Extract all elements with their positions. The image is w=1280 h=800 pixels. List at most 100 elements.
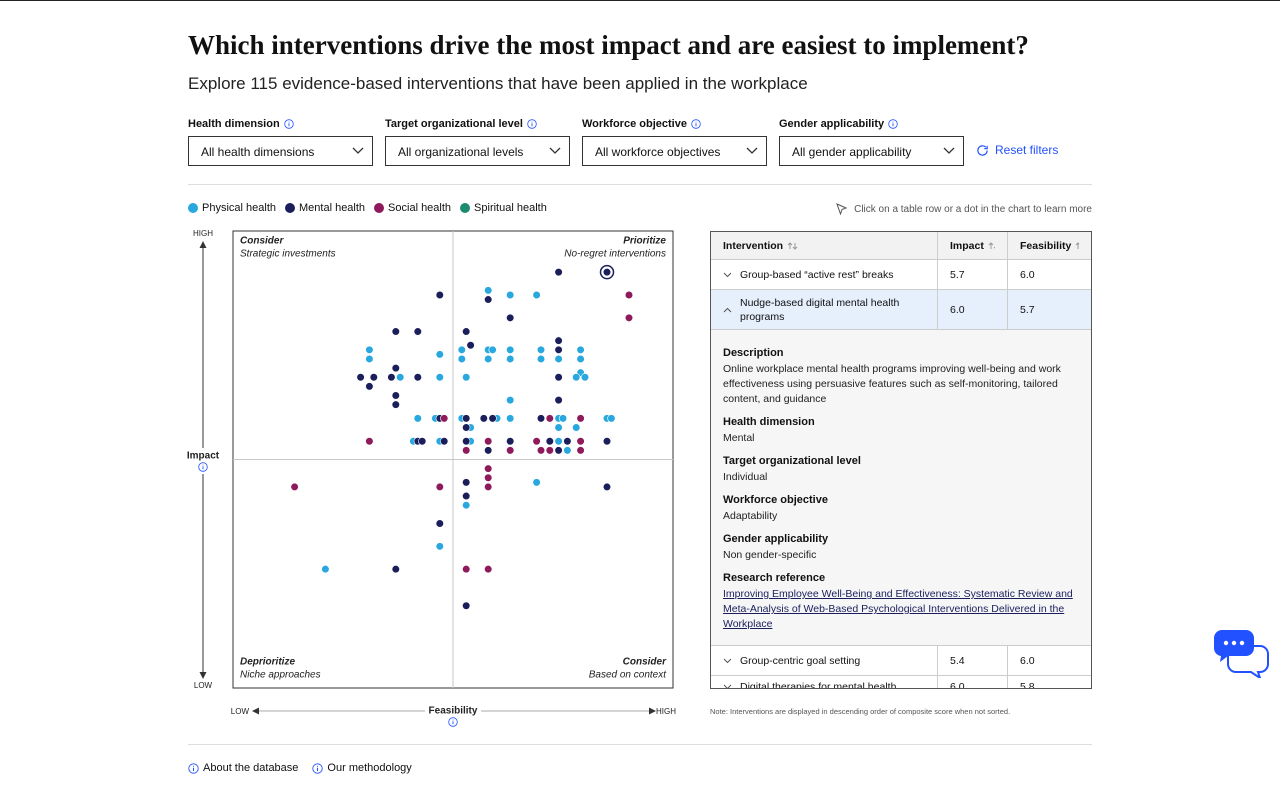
table-row-selected[interactable]: Nudge-based digital mental health progra… <box>711 290 1091 330</box>
info-icon[interactable] <box>448 717 458 727</box>
data-point[interactable] <box>479 414 488 423</box>
data-point[interactable] <box>462 446 471 455</box>
data-point[interactable] <box>413 373 422 382</box>
table-row[interactable]: Group-based “active rest” breaks 5.7 6.0 <box>711 260 1091 290</box>
data-point[interactable] <box>554 373 563 382</box>
data-point[interactable] <box>484 464 493 473</box>
data-point[interactable] <box>554 354 563 364</box>
data-point[interactable] <box>554 423 563 432</box>
data-point[interactable] <box>484 446 493 455</box>
data-point[interactable] <box>466 341 475 350</box>
column-header[interactable]: Feasibility <box>1008 232 1091 259</box>
data-point[interactable] <box>576 354 585 364</box>
column-header[interactable]: Impact <box>938 232 1008 259</box>
data-point[interactable] <box>572 423 581 432</box>
data-point[interactable] <box>435 482 444 492</box>
data-point[interactable] <box>387 373 396 382</box>
data-point[interactable] <box>576 437 585 446</box>
data-point[interactable] <box>462 423 471 432</box>
data-point[interactable] <box>462 501 471 510</box>
data-point[interactable] <box>576 414 585 423</box>
data-point[interactable] <box>536 354 546 364</box>
table-row[interactable]: Group-centric goal setting 5.4 6.0 <box>711 646 1091 676</box>
data-point[interactable] <box>532 437 541 446</box>
data-point[interactable] <box>484 565 493 574</box>
data-point[interactable] <box>391 565 400 574</box>
legend-item[interactable]: Physical health <box>188 202 276 214</box>
data-point[interactable] <box>554 268 563 277</box>
data-point[interactable] <box>365 345 374 354</box>
dropdown[interactable]: All organizational levels <box>385 136 570 166</box>
data-point[interactable] <box>413 327 422 336</box>
data-point[interactable] <box>532 478 541 487</box>
data-point[interactable] <box>462 565 471 574</box>
data-point[interactable] <box>554 437 563 446</box>
data-point[interactable] <box>484 295 493 304</box>
data-point[interactable] <box>356 373 365 382</box>
data-point[interactable] <box>440 437 449 446</box>
data-point[interactable] <box>506 313 515 322</box>
data-point[interactable] <box>435 542 444 551</box>
data-point[interactable] <box>580 373 590 382</box>
data-point[interactable] <box>484 482 493 492</box>
data-point[interactable] <box>532 290 541 300</box>
data-point[interactable] <box>391 364 400 373</box>
data-point[interactable] <box>506 395 515 405</box>
data-point[interactable] <box>576 446 585 455</box>
info-icon[interactable] <box>283 119 294 129</box>
data-point[interactable] <box>391 391 400 400</box>
data-point[interactable] <box>506 290 515 300</box>
data-point[interactable] <box>369 373 378 382</box>
data-point[interactable] <box>365 437 374 446</box>
data-point[interactable] <box>484 437 493 446</box>
data-point[interactable] <box>506 437 515 446</box>
data-point[interactable] <box>462 478 471 487</box>
data-point[interactable] <box>545 437 554 446</box>
info-icon[interactable] <box>691 119 701 129</box>
legend-item[interactable]: Mental health <box>285 202 365 214</box>
info-icon[interactable] <box>198 462 208 472</box>
dropdown[interactable]: All workforce objectives <box>582 136 767 166</box>
legend-item[interactable]: Social health <box>374 202 451 214</box>
data-point[interactable] <box>321 565 330 574</box>
legend-item[interactable]: Spiritual health <box>460 202 547 214</box>
data-point[interactable] <box>536 345 546 354</box>
data-point[interactable] <box>484 473 493 482</box>
data-point[interactable] <box>607 414 616 423</box>
data-point[interactable] <box>488 345 497 354</box>
data-point[interactable] <box>506 414 515 423</box>
info-icon[interactable] <box>188 762 199 774</box>
data-point[interactable] <box>488 414 497 423</box>
data-point[interactable] <box>545 446 554 455</box>
info-icon[interactable] <box>888 119 898 129</box>
data-point[interactable] <box>506 446 515 455</box>
data-point[interactable] <box>602 437 612 446</box>
data-point[interactable] <box>506 354 515 364</box>
data-point[interactable] <box>576 345 585 354</box>
data-point[interactable] <box>462 437 471 446</box>
dropdown[interactable]: All gender applicability <box>779 136 964 166</box>
data-point[interactable] <box>558 414 568 423</box>
data-point[interactable] <box>536 446 546 455</box>
data-point[interactable] <box>536 414 546 423</box>
data-point[interactable] <box>435 373 444 382</box>
data-point[interactable] <box>554 336 563 345</box>
data-point[interactable] <box>391 327 400 336</box>
data-point[interactable] <box>563 446 572 455</box>
data-point[interactable] <box>484 286 493 295</box>
data-point[interactable] <box>554 345 563 354</box>
info-icon[interactable] <box>527 119 537 129</box>
table-row[interactable]: Digital therapies for mental health 6.0 … <box>711 672 1091 688</box>
data-point[interactable] <box>418 437 427 446</box>
data-point[interactable] <box>554 446 563 455</box>
data-point[interactable] <box>435 350 444 359</box>
footer-link[interactable]: Our methodology <box>312 762 412 774</box>
data-point[interactable] <box>506 345 515 354</box>
data-point[interactable] <box>440 414 449 423</box>
info-icon[interactable] <box>312 762 324 774</box>
data-point[interactable] <box>602 268 612 277</box>
data-point[interactable] <box>462 414 471 423</box>
data-point[interactable] <box>563 437 572 446</box>
chat-button[interactable] <box>1212 628 1272 678</box>
reset-filters[interactable]: Reset filters <box>976 143 1058 157</box>
